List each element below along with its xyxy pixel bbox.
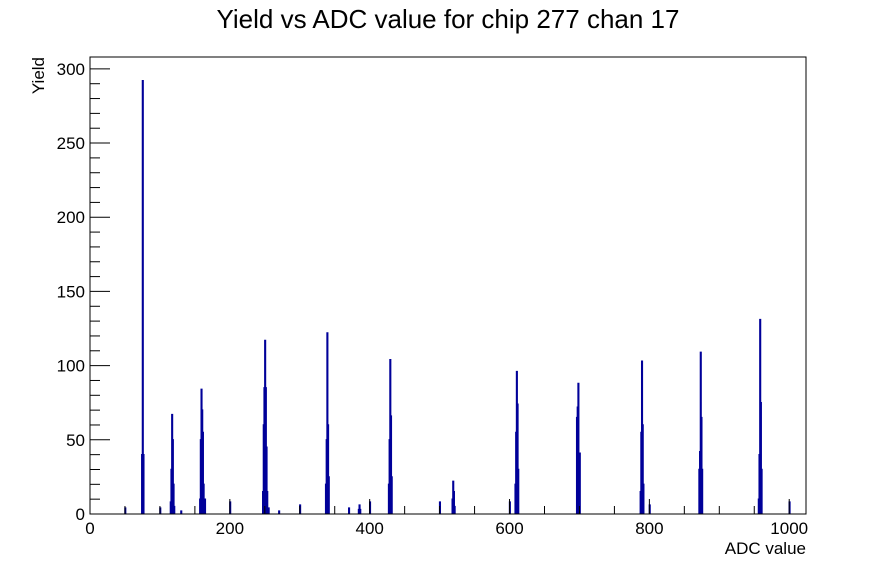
y-tick-label: 150 — [57, 282, 85, 301]
histogram-bin — [141, 80, 144, 514]
histogram-bin — [700, 416, 703, 514]
y-tick-label: 200 — [57, 208, 85, 227]
plot-frame — [89, 56, 807, 515]
histogram-bin — [327, 476, 330, 514]
histogram-bin — [390, 476, 393, 514]
histogram-bin — [641, 424, 644, 514]
y-tick-label: 100 — [57, 357, 85, 376]
y-axis-ticks: 0 50 100 150 200 250 300 — [57, 60, 110, 524]
histogram-bin — [517, 468, 520, 514]
histogram-bin — [452, 491, 455, 514]
histogram-bin — [173, 505, 176, 514]
histogram-bin — [267, 507, 270, 514]
histogram-bin — [202, 483, 205, 514]
histogram-bin — [348, 507, 351, 514]
x-axis-title: ADC value — [725, 539, 806, 558]
y-tick-label: 250 — [57, 134, 85, 153]
y-axis-title: Yield — [29, 57, 48, 94]
histogram-bin — [266, 491, 269, 514]
histogram-bin — [359, 508, 362, 514]
histogram-bin — [642, 483, 645, 514]
y-tick-label: 0 — [76, 505, 85, 524]
histogram-bin — [278, 510, 281, 514]
histogram-bin — [453, 505, 456, 514]
histogram-bin — [578, 452, 581, 514]
x-tick-label: 0 — [85, 519, 94, 538]
x-tick-label: 1000 — [770, 519, 808, 538]
histogram-bin — [172, 483, 175, 514]
x-tick-label: 400 — [356, 519, 384, 538]
histogram-bin — [759, 402, 762, 514]
histogram-bin — [180, 510, 183, 514]
histogram-bin — [327, 424, 330, 514]
histogram-bin — [701, 468, 704, 514]
x-tick-label: 200 — [216, 519, 244, 538]
x-tick-label: 800 — [635, 519, 663, 538]
x-axis-ticks: 0 200 400 600 800 1000 — [85, 499, 808, 538]
histogram-bin — [201, 431, 204, 514]
histogram-bin — [760, 468, 763, 514]
histogram-bin — [142, 453, 145, 514]
y-tick-label: 50 — [66, 431, 85, 450]
histogram-bin — [171, 439, 174, 514]
histogram-bin — [265, 446, 268, 514]
histogram-bin — [516, 403, 519, 514]
histogram-bin — [203, 498, 207, 514]
histogram-bin — [577, 382, 580, 514]
x-tick-label: 600 — [495, 519, 523, 538]
histogram-bin — [389, 415, 393, 514]
histogram-bars — [124, 80, 791, 514]
chart-title: Yield vs ADC value for chip 277 chan 17 — [216, 4, 680, 34]
y-tick-label: 300 — [57, 60, 85, 79]
histogram-bin — [326, 332, 329, 514]
